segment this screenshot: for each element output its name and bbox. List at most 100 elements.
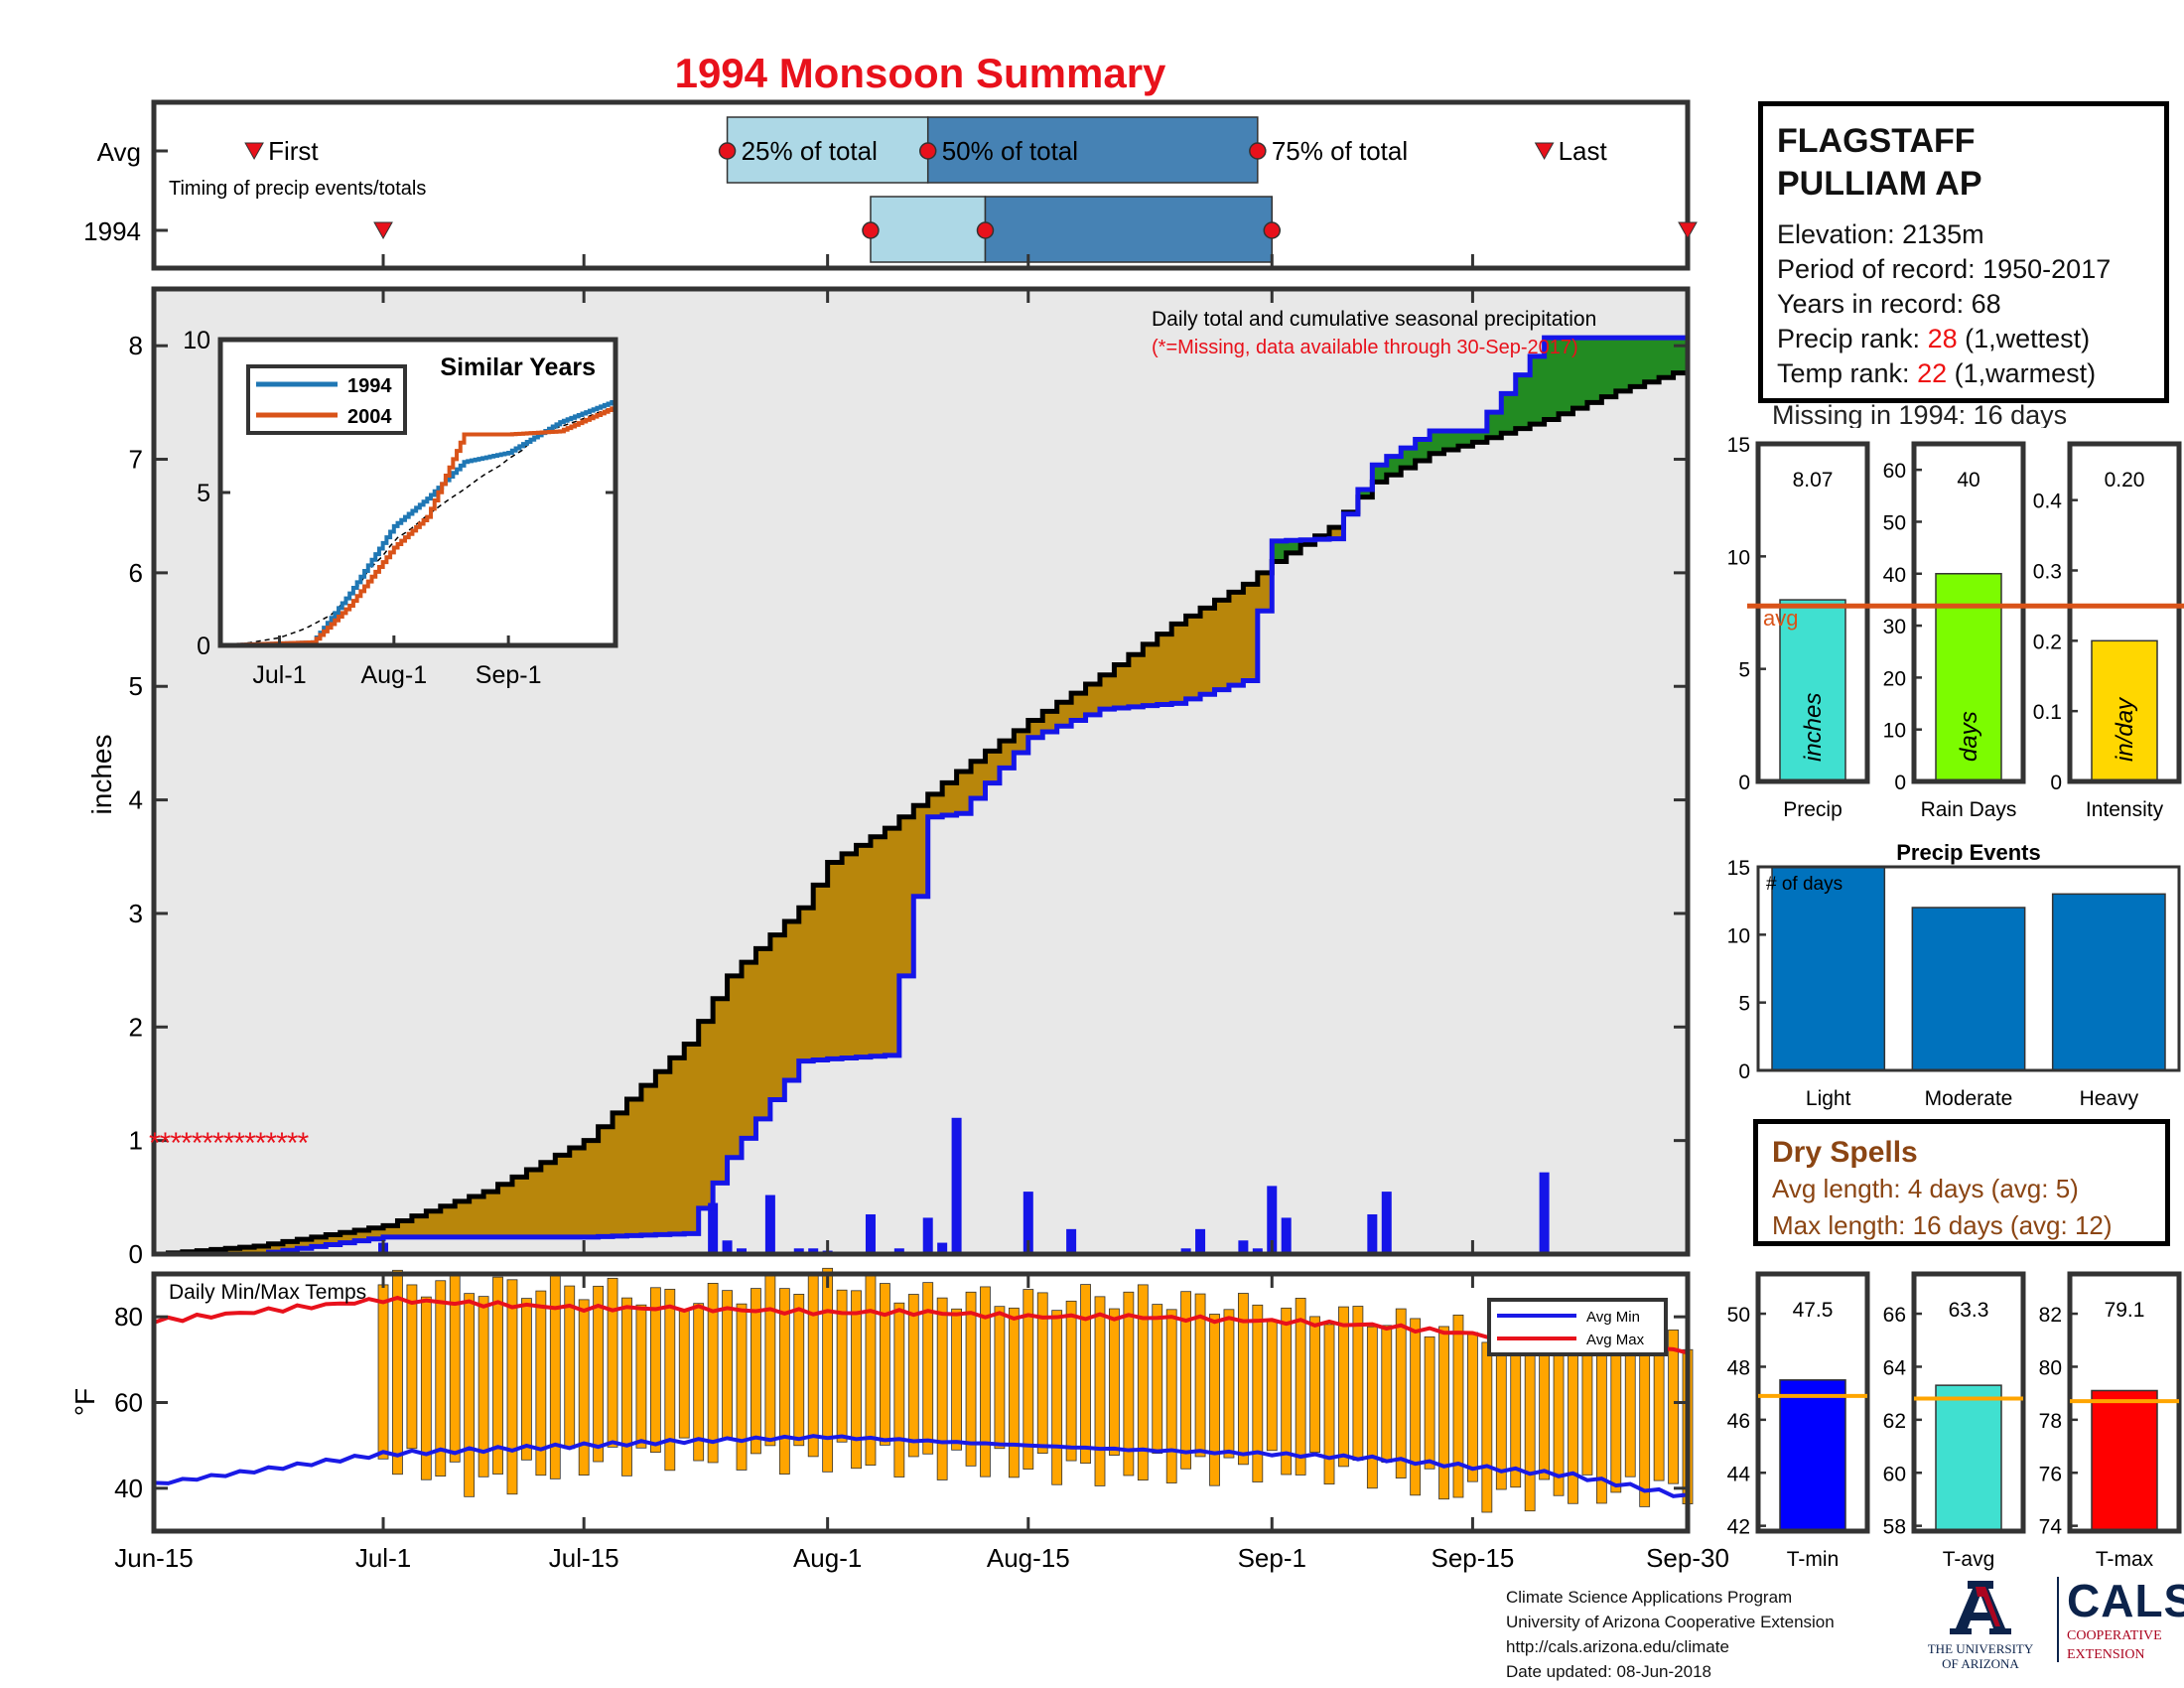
daily-precip-bar bbox=[1539, 1172, 1550, 1254]
daily-precip-bar bbox=[808, 1248, 819, 1254]
tmax-ytick-label: 80 bbox=[2039, 1356, 2062, 1379]
daily-precip-bar bbox=[1066, 1228, 1077, 1254]
cals-wordmark: CALS bbox=[2067, 1575, 2184, 1626]
tmin-xlabel: T-min bbox=[1787, 1548, 1840, 1571]
daily-temp-bar bbox=[851, 1290, 862, 1470]
daily-temp-bar bbox=[880, 1283, 890, 1446]
tmin-ytick-label: 44 bbox=[1727, 1463, 1751, 1485]
dry-spells-max: Max length: 16 days (avg: 12) bbox=[1772, 1210, 2113, 1240]
precip-common-area bbox=[154, 368, 1688, 1254]
tmax-ytick-label: 82 bbox=[2039, 1304, 2062, 1327]
events-bar-heavy bbox=[2051, 893, 2166, 1071]
last-event-marker bbox=[1678, 221, 1698, 240]
temp-ytick-label: 40 bbox=[114, 1474, 143, 1503]
xtick-label: Sep-1 bbox=[1238, 1543, 1306, 1573]
daily-temp-bar bbox=[635, 1304, 647, 1449]
missing-marker: *************** bbox=[149, 1127, 309, 1160]
station-precip-rank: Precip rank: 28 (1,wettest) bbox=[1777, 322, 2164, 356]
station-period: Period of record: 1950-2017 bbox=[1777, 254, 2112, 284]
tmax-bar bbox=[2091, 1389, 2158, 1532]
daily-temp-bar bbox=[1395, 1308, 1407, 1478]
daily-precip-bar bbox=[1281, 1217, 1292, 1254]
events-bar-light bbox=[1771, 866, 1886, 1071]
tmax-xlabel: T-max bbox=[2096, 1548, 2154, 1571]
ua-name-line2: OF ARIZONA bbox=[1942, 1656, 2019, 1671]
timing-year-label: 1994 bbox=[83, 216, 141, 246]
daily-temp-bar bbox=[822, 1267, 834, 1473]
rain-days-ytick-label: 0 bbox=[1894, 772, 1906, 794]
daily-temp-bar bbox=[1366, 1326, 1378, 1489]
intensity-value-label: 0.20 bbox=[2105, 469, 2145, 492]
temps-ylabel: °F bbox=[69, 1388, 100, 1416]
daily-temp-bar bbox=[736, 1303, 748, 1471]
footer-line1: Climate Science Applications Program bbox=[1506, 1588, 1793, 1607]
timing-avg-label: Avg bbox=[97, 137, 141, 167]
tmin-ytick-label: 46 bbox=[1727, 1410, 1750, 1433]
inset-ytick-label: 0 bbox=[197, 633, 210, 660]
station-temp-rank: Temp rank: 22 (1,warmest) bbox=[1777, 356, 2164, 391]
daily-precip-bar bbox=[1023, 1192, 1033, 1254]
daily-temp-bar bbox=[722, 1290, 733, 1440]
daily-temp-bar bbox=[535, 1290, 547, 1477]
percentile-marker bbox=[862, 221, 880, 239]
rain-days-ytick-label: 10 bbox=[1883, 720, 1906, 743]
events-ytick-label: 10 bbox=[1727, 924, 1750, 947]
daily-temp-bar bbox=[1137, 1284, 1149, 1481]
daily-temp-bar bbox=[1524, 1339, 1536, 1512]
precip-total-xlabel: Precip bbox=[1783, 798, 1843, 821]
xtick-label: Sep-30 bbox=[1646, 1543, 1729, 1573]
daily-temp-bar bbox=[936, 1297, 948, 1480]
tavg-ytick-label: 66 bbox=[1883, 1304, 1906, 1327]
tmin-ytick-label: 48 bbox=[1727, 1356, 1750, 1379]
precip-ytick-label: 8 bbox=[129, 331, 143, 360]
intensity-ytick-label: 0.4 bbox=[2033, 491, 2063, 513]
temps-legend-min: Avg Min bbox=[1586, 1309, 1640, 1326]
daily-temp-bar bbox=[751, 1288, 761, 1455]
daily-temp-bar bbox=[1223, 1309, 1235, 1459]
daily-precip-bar bbox=[1238, 1240, 1249, 1254]
timing-caption: Timing of precip events/totals bbox=[169, 178, 426, 200]
precip-total-value-label: 8.07 bbox=[1793, 469, 1834, 492]
precip-ytick-label: 7 bbox=[129, 445, 143, 475]
daily-temp-bar bbox=[1581, 1346, 1593, 1476]
events-ytick-label: 5 bbox=[1738, 993, 1750, 1016]
daily-precip-bar bbox=[893, 1248, 904, 1254]
daily-temp-bar bbox=[1410, 1318, 1422, 1496]
daily-temp-bar bbox=[506, 1279, 518, 1495]
temp-rank-suffix: (1,warmest) bbox=[1947, 358, 2097, 388]
daily-temp-bar bbox=[1237, 1293, 1249, 1466]
daily-temp-bar bbox=[807, 1273, 819, 1458]
daily-temp-bar bbox=[1323, 1324, 1335, 1485]
inset-legend bbox=[246, 364, 407, 435]
daily-precip-bar bbox=[865, 1213, 876, 1254]
avg-max-temp-line bbox=[153, 1295, 1689, 1355]
precip-ytick-label: 4 bbox=[129, 785, 143, 815]
timing-box-lower bbox=[870, 196, 987, 263]
footer-line4: Date updated: 08-Jun-2018 bbox=[1506, 1662, 1711, 1681]
year-cumulative-line bbox=[154, 335, 1688, 1257]
precip-rank-prefix: Precip rank: bbox=[1777, 324, 1928, 353]
daily-temp-bar bbox=[1194, 1293, 1206, 1458]
daily-temp-bar bbox=[564, 1285, 576, 1450]
first-event-marker bbox=[373, 221, 393, 240]
rain-days-ytick-label: 30 bbox=[1883, 616, 1906, 638]
daily-temp-bar bbox=[980, 1286, 991, 1477]
xtick-label: Jun-15 bbox=[114, 1543, 194, 1573]
daily-temp-bar bbox=[893, 1302, 905, 1477]
daily-temp-bar bbox=[578, 1299, 590, 1476]
ua-a-icon bbox=[1950, 1581, 2011, 1634]
precip-ytick-label: 1 bbox=[129, 1126, 143, 1156]
daily-temp-bar bbox=[464, 1293, 476, 1497]
temps-legend bbox=[1487, 1298, 1668, 1356]
daily-temp-bar bbox=[420, 1296, 432, 1480]
daily-temp-bar bbox=[1123, 1291, 1135, 1477]
precip-total-ytick-label: 0 bbox=[1738, 772, 1750, 794]
daily-temp-bar bbox=[1152, 1304, 1163, 1455]
timing-box-upper bbox=[984, 196, 1274, 263]
university-of-arizona-logo: THE UNIVERSITY OF ARIZONA bbox=[1921, 1577, 2040, 1671]
daily-precip-bar bbox=[1180, 1248, 1191, 1254]
ua-name-line1: THE UNIVERSITY bbox=[1927, 1641, 2034, 1656]
percentile-marker bbox=[1263, 221, 1282, 239]
station-name-line1: FLAGSTAFF bbox=[1777, 122, 1976, 160]
percentile-marker bbox=[1249, 142, 1267, 160]
